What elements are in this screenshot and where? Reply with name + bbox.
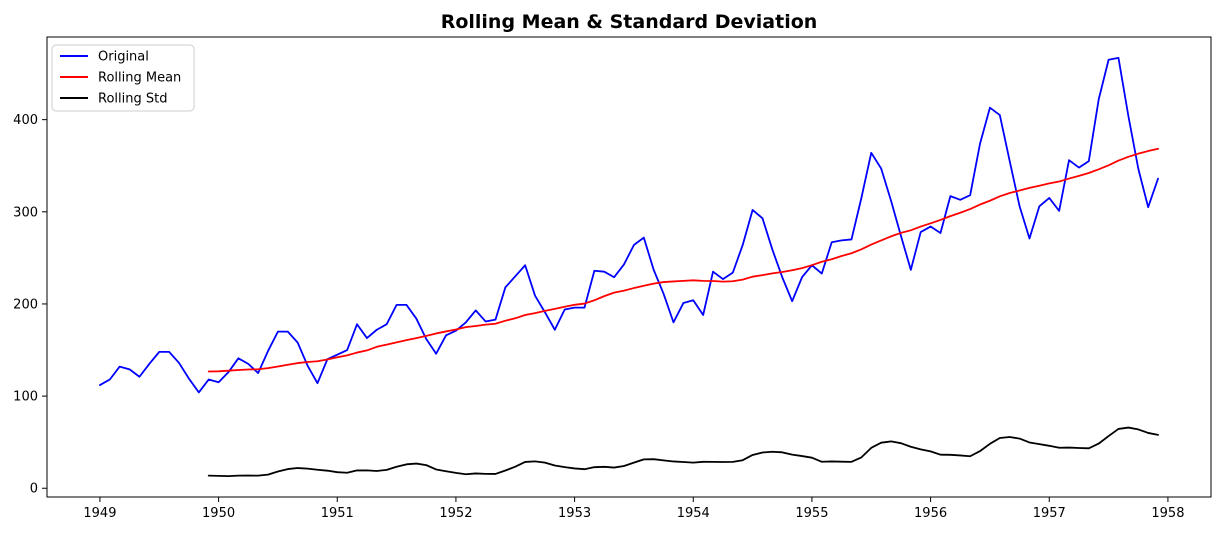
y-tick-label: 0 bbox=[30, 482, 38, 497]
x-tick-label: 1950 bbox=[202, 506, 235, 521]
x-tick-label: 1952 bbox=[439, 506, 472, 521]
x-tick-label: 1957 bbox=[1033, 506, 1066, 521]
y-tick-label: 100 bbox=[13, 390, 38, 405]
axes-frame bbox=[46, 36, 1212, 498]
legend-label-rolling-mean: Rolling Mean bbox=[98, 71, 181, 86]
x-axis-ticks: 1949 1950 1951 1952 1953 1954 1955 1956 1957 1958 bbox=[83, 497, 1184, 521]
legend-label-rolling-std: Rolling Std bbox=[98, 92, 167, 107]
legend-box bbox=[51, 44, 195, 112]
y-tick-label: 300 bbox=[13, 205, 38, 220]
x-tick-label: 1956 bbox=[914, 506, 947, 521]
x-tick-label: 1953 bbox=[558, 506, 591, 521]
series-line-rolling-std bbox=[207, 426, 1159, 478]
legend: Original Rolling Mean Rolling Std bbox=[51, 44, 195, 112]
x-tick-label: 1951 bbox=[321, 506, 354, 521]
series-line-rolling-mean bbox=[207, 147, 1159, 373]
x-tick-label: 1949 bbox=[83, 506, 116, 521]
legend-label-original: Original bbox=[98, 50, 149, 65]
x-tick-label: 1955 bbox=[795, 506, 828, 521]
y-axis-ticks: 0 100 200 300 400 bbox=[13, 113, 47, 497]
x-tick-label: 1954 bbox=[677, 506, 710, 521]
x-tick-label: 1958 bbox=[1151, 506, 1184, 521]
y-tick-label: 200 bbox=[13, 297, 38, 312]
series-line-original bbox=[99, 57, 1159, 394]
series-lines bbox=[99, 57, 1159, 478]
y-tick-label: 400 bbox=[13, 113, 38, 128]
chart-title: Rolling Mean & Standard Deviation bbox=[441, 11, 818, 33]
